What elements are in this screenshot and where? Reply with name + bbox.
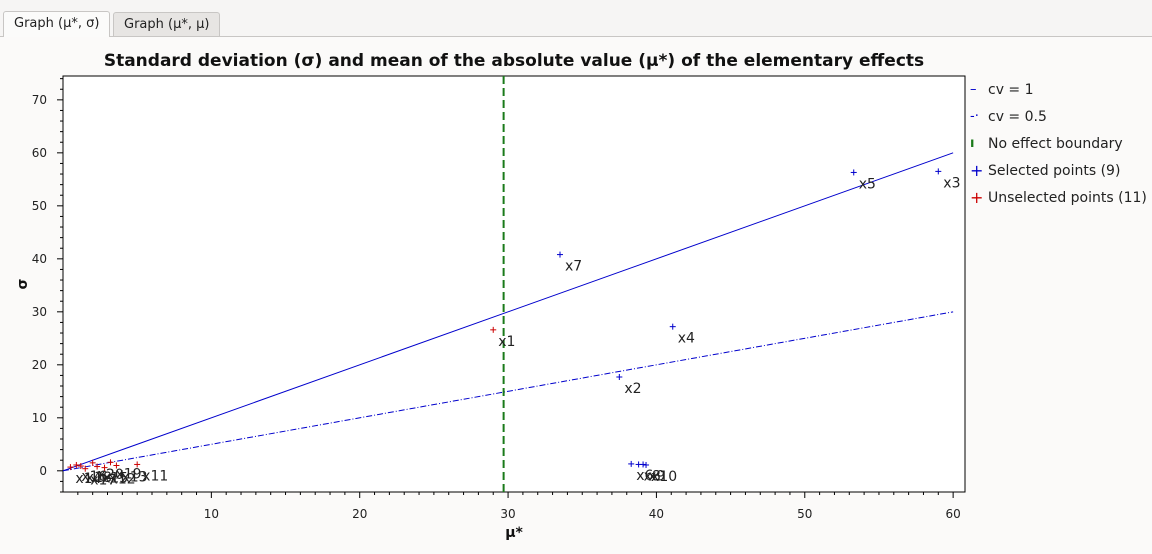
point-x3: x3 — [935, 168, 960, 191]
point-x7: x7 — [556, 251, 582, 275]
point-label: x19 — [115, 466, 141, 482]
plot-area — [62, 75, 966, 493]
legend-label: Unselected points (11) — [988, 189, 1147, 206]
ref-line-0 — [62, 152, 954, 472]
point-label: x3 — [943, 175, 960, 191]
y-axis-label: σ — [15, 278, 31, 289]
point-label: x12 — [110, 472, 136, 488]
point-label: x10 — [651, 469, 677, 485]
y-tick-label: 40 — [32, 252, 47, 266]
point-label: x6 — [636, 468, 653, 484]
legend-symbol: + — [970, 161, 984, 180]
point-x16: x16 — [73, 461, 108, 485]
point-label: x1 — [498, 334, 515, 350]
point-x5: x5 — [850, 169, 876, 192]
x-axis-label: μ* — [505, 525, 523, 541]
point-label: x17 — [90, 473, 116, 489]
legend-item-unselected: + Unselected points (11) — [970, 184, 1147, 211]
legend-label: No effect boundary — [988, 135, 1123, 152]
y-tick-label: 50 — [32, 199, 47, 213]
point-x4: x4 — [669, 323, 695, 347]
x-tick-label: 10 — [204, 507, 219, 521]
x-tick-label: 30 — [500, 507, 515, 521]
y-tick-label: 0 — [39, 464, 47, 478]
axes: 0 10 20 30 40 50 60 70 10 20 30 40 50 60 — [32, 78, 961, 521]
y-tick-label: 10 — [32, 411, 47, 425]
x-tick-label: 20 — [352, 507, 367, 521]
point-x2: x2 — [616, 374, 642, 397]
point-x8: x8 — [635, 461, 661, 484]
point-label: x7 — [565, 259, 582, 275]
x-tick-label: 60 — [945, 507, 960, 521]
tab-mu-star-mu[interactable]: Graph (μ*, μ) — [113, 12, 221, 36]
point-label: x13 — [121, 470, 147, 486]
point-x18: x18 — [77, 463, 112, 486]
y-tick-label: 60 — [32, 146, 47, 160]
point-x15: x15 — [94, 463, 128, 487]
point-label: x8 — [644, 468, 661, 484]
point-x13: x13 — [113, 462, 148, 486]
x-tick-label: 40 — [649, 507, 664, 521]
tab-mu-star-sigma[interactable]: Graph (μ*, σ) — [3, 11, 111, 37]
legend-item-cv1: – cv = 1 — [970, 76, 1147, 103]
point-label: x2 — [624, 381, 641, 397]
point-x19: x19 — [107, 459, 142, 482]
legend-symbol: + — [970, 188, 984, 207]
point-label: x9 — [648, 468, 665, 484]
legend-item-selected: + Selected points (9) — [970, 157, 1147, 184]
legend-item-no-effect: ı No effect boundary — [970, 130, 1147, 157]
y-tick-label: 30 — [32, 305, 47, 319]
point-label: x16 — [81, 469, 107, 485]
legend-item-cv05: -· cv = 0.5 — [970, 103, 1147, 130]
point-label: x15 — [102, 471, 128, 487]
tab-bar: Graph (μ*, σ) Graph (μ*, μ) — [0, 0, 1152, 37]
ref-line-1 — [62, 311, 954, 472]
legend-symbol: -· — [970, 109, 979, 124]
point-x6: x6 — [628, 460, 653, 484]
point-x9: x9 — [640, 461, 665, 484]
y-tick-label: 70 — [32, 93, 47, 107]
point-x11: x11 — [134, 461, 168, 484]
point-label: x14 — [75, 471, 101, 487]
x-tick-label: 50 — [797, 507, 812, 521]
point-x10: x10 — [643, 461, 677, 485]
point-label: x20 — [98, 467, 124, 483]
legend-symbol: ı — [970, 136, 975, 151]
point-label: x4 — [678, 331, 695, 347]
reference-lines — [62, 76, 954, 492]
point-label: x18 — [86, 470, 112, 486]
legend: – cv = 1 -· cv = 0.5 ı No effect boundar… — [970, 76, 1147, 211]
legend-label: cv = 0.5 — [988, 108, 1047, 125]
chart-title: Standard deviation (σ) and mean of the a… — [104, 51, 924, 71]
y-tick-label: 20 — [32, 358, 47, 372]
point-label: x11 — [142, 468, 168, 484]
point-x17: x17 — [82, 465, 116, 489]
legend-label: Selected points (9) — [988, 162, 1121, 179]
point-x12: x12 — [101, 464, 136, 488]
legend-symbol: – — [970, 82, 977, 97]
legend-label: cv = 1 — [988, 81, 1034, 98]
point-label: x5 — [859, 176, 876, 192]
point-x20: x20 — [89, 459, 124, 483]
point-x14: x14 — [67, 464, 102, 487]
point-x1: x1 — [490, 326, 515, 350]
data-points: x3x5x7x4x2x6x8x9x10x1x14x16x18x17x20x15x… — [67, 168, 960, 489]
